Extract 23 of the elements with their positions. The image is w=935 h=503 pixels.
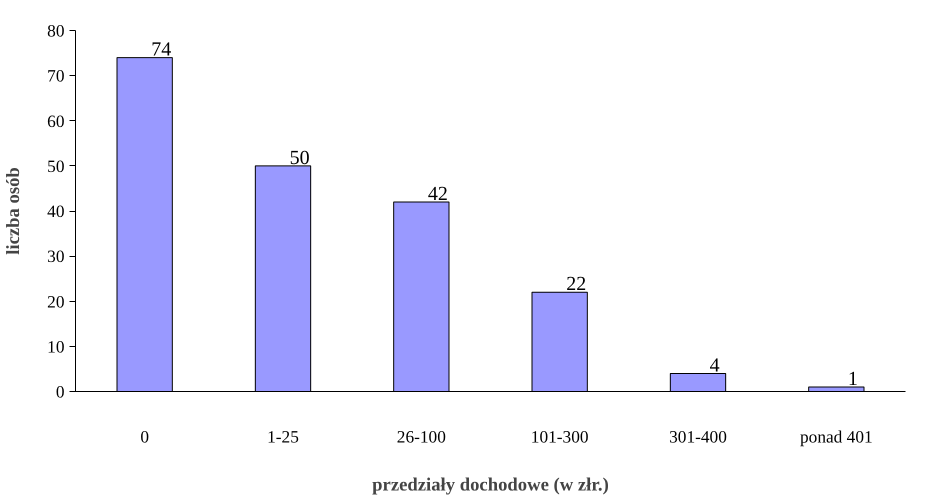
- x-axis-title: przedziały dochodowe (w złr.): [372, 474, 609, 496]
- data-label: 4: [710, 354, 720, 376]
- data-label: 50: [290, 146, 310, 169]
- x-tick-label: 1-25: [267, 428, 299, 446]
- y-tick-label: 60: [47, 112, 64, 131]
- y-tick-label: 40: [47, 202, 64, 221]
- data-label: 42: [428, 182, 448, 205]
- data-label: 74: [151, 38, 172, 61]
- y-tick-label: 50: [47, 156, 64, 176]
- data-label: 22: [566, 273, 586, 296]
- y-axis-title: liczba osób: [3, 167, 24, 255]
- x-tick-label: 301-400: [669, 428, 727, 446]
- x-tick-label: 101-300: [530, 428, 589, 446]
- y-tick-label: 30: [47, 247, 64, 266]
- y-tick-label: 80: [47, 22, 64, 40]
- y-tick-label: 70: [47, 66, 64, 86]
- y-tick-label: 0: [56, 382, 65, 402]
- data-label: 1: [848, 368, 858, 390]
- x-tick-label: ponad 401: [800, 428, 873, 446]
- y-tick-label: 10: [47, 337, 64, 356]
- x-tick-label: 0: [140, 428, 150, 446]
- y-tick-label: 20: [47, 292, 64, 312]
- x-tick-label: 26-100: [396, 428, 446, 446]
